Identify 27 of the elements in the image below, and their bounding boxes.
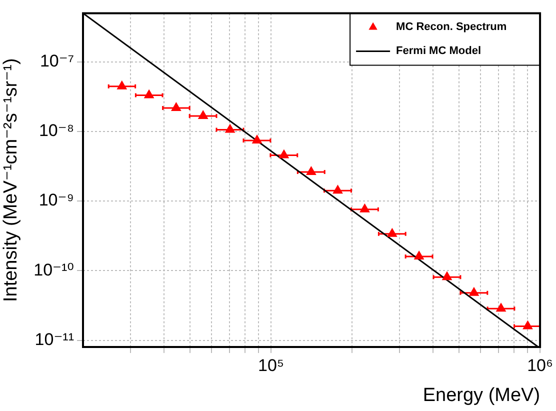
y-tick-label: 10⁻⁷ [40,52,74,71]
point [496,303,506,312]
y-tick-label: 10⁻⁸ [38,121,74,140]
point [332,185,343,194]
x-tick-label: 10⁶ [527,356,554,375]
y-axis-title: Intensity (MeV⁻¹cm⁻²s⁻¹sr⁻¹) [0,58,22,302]
x-tick-label: 10⁵ [258,356,284,375]
point [117,80,127,90]
point [252,135,262,144]
x-axis-title: Energy (MeV) [422,384,540,406]
legend-label: Fermi MC Model [396,45,481,58]
legend-label: MC Recon. Spectrum [396,21,507,34]
y-tick-label: 10⁻¹¹ [34,330,74,349]
y-tick-label: 10⁻¹⁰ [34,260,74,280]
y-tick-label: 10⁻⁹ [38,190,74,210]
point [442,272,452,280]
point [306,166,316,175]
point [360,204,370,212]
point [144,90,154,98]
point [198,110,208,119]
point [279,150,289,158]
point [522,320,533,330]
point [469,287,479,296]
point [414,250,424,260]
point [387,228,397,237]
point [225,124,235,133]
point [171,102,182,112]
